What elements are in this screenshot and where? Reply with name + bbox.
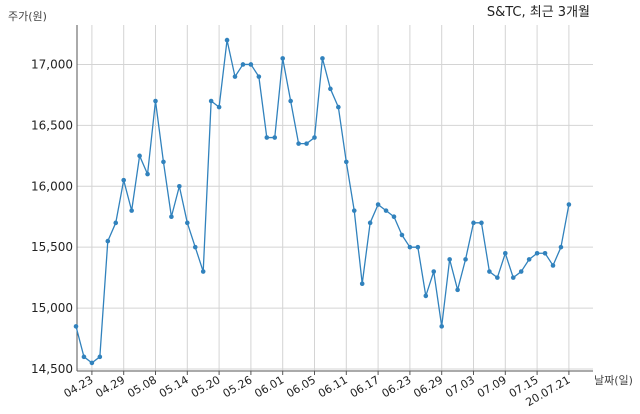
data-point: [304, 141, 309, 146]
data-point: [407, 244, 413, 250]
data-point: [185, 220, 190, 226]
y-tick-label: 16,500: [31, 118, 73, 132]
data-point: [487, 269, 492, 274]
data-point: [518, 269, 524, 274]
data-point: [479, 220, 484, 226]
data-point: [328, 86, 333, 92]
data-point: [383, 208, 389, 213]
data-point: [312, 135, 317, 140]
data-point: [463, 257, 468, 262]
data-point: [542, 250, 548, 256]
data-point: [73, 324, 79, 329]
data-point: [566, 202, 572, 207]
data-point: [280, 56, 286, 61]
data-point: [169, 214, 174, 220]
y-tick-label: 17,000: [31, 57, 73, 71]
data-point: [510, 275, 516, 280]
data-point: [97, 354, 103, 360]
y-tick-label: 14,500: [31, 362, 73, 376]
data-point: [137, 153, 142, 159]
x-tick-label: 05.20: [189, 373, 223, 400]
data-point: [216, 104, 222, 110]
data-point: [359, 281, 365, 287]
data-point: [81, 354, 87, 360]
data-point: [224, 37, 230, 43]
x-tick-label: 05.26: [221, 373, 255, 400]
data-point: [455, 287, 460, 293]
data-point: [240, 62, 246, 67]
data-point: [113, 220, 119, 226]
data-point: [391, 214, 397, 220]
data-point: [558, 244, 564, 250]
data-point: [351, 208, 357, 213]
data-point: [399, 232, 405, 238]
data-point: [121, 177, 126, 183]
data-point: [471, 220, 476, 226]
x-tick-label: 06.29: [411, 373, 445, 400]
data-point: [145, 171, 150, 177]
axes: 14,500 15,000 15,500 16,000 16,500 17,000 04.2…: [31, 25, 593, 409]
series: [73, 37, 572, 366]
data-point: [439, 324, 445, 329]
x-tick-label: 07.03: [443, 373, 477, 400]
data-point: [264, 135, 270, 140]
y-tick-label: 15,500: [31, 240, 73, 254]
x-axis-title: 날짜(일): [594, 373, 633, 387]
data-point: [367, 220, 373, 226]
data-point: [232, 74, 238, 79]
data-point: [256, 74, 262, 79]
chart-title: S&TC, 최근 3개월: [487, 5, 590, 20]
x-tick-label: 07.09: [475, 373, 509, 400]
data-point: [161, 159, 166, 165]
x-tick-label: 06.11: [316, 373, 350, 400]
data-point: [129, 208, 134, 213]
y-axis-title: 주가(원): [8, 10, 47, 23]
x-tick-label: 06.17: [348, 373, 382, 400]
data-point: [503, 250, 508, 256]
data-point: [534, 250, 540, 256]
price-line: [75, 39, 570, 364]
data-point: [105, 238, 111, 244]
data-point: [248, 62, 254, 67]
data-point: [89, 360, 95, 366]
data-point: [272, 135, 278, 140]
y-tick-label: 16,000: [31, 179, 73, 193]
x-tick-label: 05.14: [157, 373, 191, 400]
x-tick-label: 06.01: [252, 373, 286, 400]
data-point: [423, 293, 429, 299]
data-point: [208, 98, 214, 104]
data-point: [526, 257, 532, 262]
data-point: [336, 104, 341, 110]
data-point: [177, 183, 182, 189]
x-tick-label: 06.05: [284, 373, 318, 400]
grid: [77, 25, 593, 371]
data-point: [375, 202, 381, 207]
data-point: [415, 244, 421, 250]
data-point: [344, 159, 349, 165]
x-tick-label: 06.23: [380, 373, 414, 400]
data-point: [288, 98, 293, 104]
data-point: [431, 269, 437, 274]
data-point: [192, 244, 198, 250]
data-point: [550, 263, 556, 268]
data-point: [320, 56, 325, 61]
data-point: [296, 141, 301, 146]
data-point: [495, 275, 500, 280]
data-point: [447, 257, 452, 262]
y-tick-label: 15,000: [31, 301, 73, 315]
x-tick-label: 04.23: [62, 373, 96, 400]
data-point: [153, 98, 158, 104]
x-tick-label: 04.29: [93, 373, 127, 400]
x-tick-label: 05.08: [125, 373, 159, 400]
data-point: [200, 269, 206, 274]
